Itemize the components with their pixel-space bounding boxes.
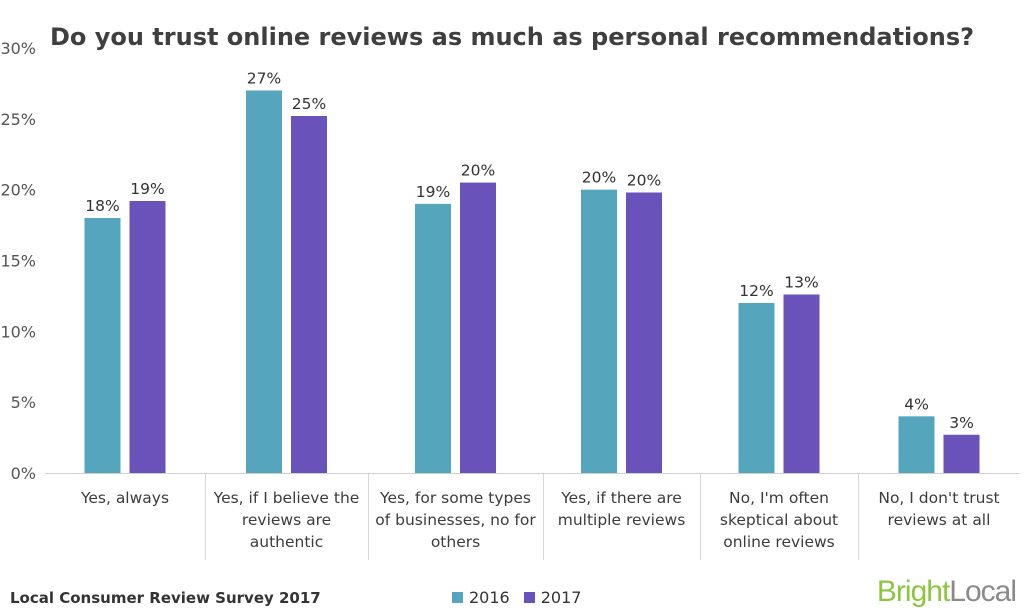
bar-2017 — [129, 201, 166, 473]
y-tick-label: 15% — [0, 252, 36, 271]
legend-swatch-2016 — [452, 592, 463, 603]
brand-logo: BrightLocal — [876, 575, 1017, 609]
data-label-2016: 12% — [739, 282, 773, 300]
x-category-label: online reviews — [723, 533, 835, 551]
data-label-2016: 20% — [582, 169, 616, 187]
bar-2016 — [738, 303, 775, 473]
source-note: Local Consumer Review Survey 2017 — [10, 589, 321, 607]
data-label-2016: 27% — [247, 70, 281, 88]
y-axis: 0% 5% 10% 15% 20% 25% 30% — [0, 39, 36, 483]
x-category-label: reviews are — [242, 511, 331, 529]
data-label-2017: 3% — [949, 414, 974, 432]
data-label-2016: 18% — [85, 197, 119, 215]
x-category-label: multiple reviews — [558, 511, 686, 529]
x-category-label: authentic — [250, 533, 324, 551]
x-category-label: No, I don't trust — [878, 489, 999, 507]
chart-title: Do you trust online reviews as much as p… — [50, 23, 974, 51]
data-label-2017: 25% — [292, 95, 326, 113]
legend-swatch-2017 — [523, 592, 535, 603]
bar-2017 — [626, 192, 662, 473]
bar-2016 — [581, 189, 617, 473]
y-tick-label: 25% — [0, 110, 36, 129]
bar-2016 — [246, 90, 282, 473]
data-label-2017: 20% — [461, 162, 495, 180]
x-category-label: skeptical about — [720, 511, 838, 529]
data-label-2016: 4% — [904, 395, 929, 413]
x-category-label: Yes, for some types — [379, 489, 531, 507]
legend-label-2017: 2017 — [540, 588, 582, 607]
x-axis: Yes, always Yes, if I believe the reviews … — [45, 473, 1020, 560]
x-category-label: Yes, if I believe the — [213, 489, 360, 507]
x-category-label: reviews at all — [888, 511, 991, 529]
bar-2017 — [943, 434, 980, 473]
y-tick-label: 0% — [11, 464, 36, 483]
legend-item-2016: 2016 — [452, 588, 510, 607]
y-tick-label: 20% — [0, 181, 36, 200]
x-category-label: Yes, if there are — [560, 489, 682, 507]
brand-logo-part1: Bright — [876, 575, 950, 608]
y-tick-label: 30% — [0, 39, 36, 58]
brand-logo-part2: Local — [949, 575, 1017, 608]
legend: 2016 2017 — [452, 588, 595, 607]
y-tick-label: 5% — [11, 393, 36, 412]
x-category-label: of businesses, no for — [375, 511, 536, 529]
x-category-label: Yes, always — [80, 489, 169, 507]
legend-label-2016: 2016 — [469, 588, 510, 607]
bars: 18% 19% 27% 25% 19% 20% 20% 20% 12% 13% 4% 3% — [84, 70, 980, 474]
y-tick-label: 10% — [0, 322, 36, 341]
bar-2016 — [415, 203, 451, 474]
data-label-2017: 20% — [627, 172, 661, 190]
bar-2017 — [783, 294, 820, 473]
data-label-2017: 19% — [130, 180, 164, 198]
bar-2017 — [291, 116, 327, 473]
x-category-label: others — [431, 533, 480, 551]
bar-2016 — [84, 218, 121, 473]
bar-2017 — [460, 182, 496, 474]
legend-item-2017: 2017 — [523, 588, 582, 607]
data-label-2017: 13% — [784, 274, 818, 292]
data-label-2016: 19% — [416, 183, 450, 201]
bar-2016 — [898, 416, 935, 473]
x-category-label: No, I'm often — [729, 489, 829, 507]
